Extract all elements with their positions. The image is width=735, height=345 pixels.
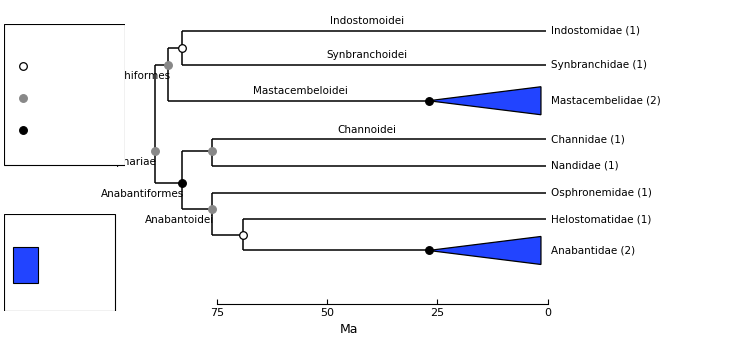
Text: Indostomidae (1): Indostomidae (1) (551, 26, 640, 36)
Text: Anabantoidei: Anabantoidei (146, 215, 215, 225)
Text: Indostomoidei: Indostomoidei (330, 16, 404, 26)
Text: Synbranchiformes: Synbranchiformes (76, 71, 171, 80)
Text: Synbranchoidei: Synbranchoidei (326, 50, 407, 60)
Text: 90-99%: 90-99% (35, 93, 72, 103)
Bar (12, 247, 38, 284)
Polygon shape (429, 87, 541, 115)
Text: Synbranchidae (1): Synbranchidae (1) (551, 60, 647, 69)
Text: Osphronemidae (1): Osphronemidae (1) (551, 188, 652, 197)
Text: Channoidei: Channoidei (337, 125, 396, 135)
Text: Mastacembeloidei: Mastacembeloidei (253, 86, 348, 96)
Text: Anabantidae (2): Anabantidae (2) (551, 246, 635, 255)
Polygon shape (429, 236, 541, 265)
Text: Nandidae (1): Nandidae (1) (551, 161, 619, 171)
Text: Channidae (1): Channidae (1) (551, 135, 625, 144)
Text: Anabantomorphariae: Anabantomorphariae (46, 157, 157, 167)
FancyBboxPatch shape (4, 214, 115, 310)
Text: 2: 2 (45, 260, 51, 270)
Text: 75-89%: 75-89% (35, 61, 73, 71)
Text: Helostomatidae (1): Helostomatidae (1) (551, 214, 651, 224)
Text: Bootstrap: Bootstrap (13, 36, 68, 46)
Text: Anabantiformes: Anabantiformes (101, 189, 184, 199)
Text: Mastacembelidae (2): Mastacembelidae (2) (551, 96, 661, 106)
Text: 100%: 100% (35, 126, 62, 135)
X-axis label: Ma: Ma (340, 323, 359, 336)
FancyBboxPatch shape (4, 24, 125, 165)
Text: Species examined: Species examined (12, 218, 112, 228)
